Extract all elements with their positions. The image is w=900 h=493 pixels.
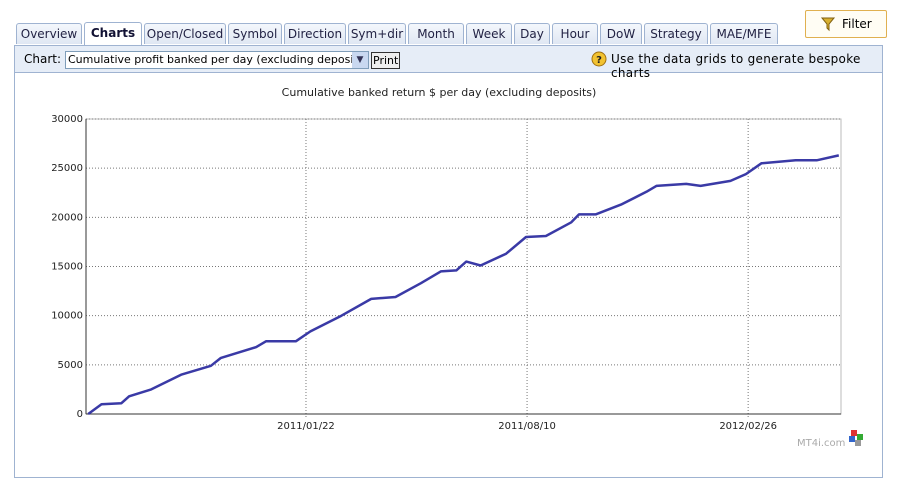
tip-icon: ? bbox=[591, 51, 607, 67]
data-line bbox=[87, 154, 840, 416]
tab[interactable]: Strategy bbox=[644, 23, 708, 44]
tab[interactable]: Overview bbox=[16, 23, 82, 44]
tab[interactable]: Open/Closed bbox=[144, 23, 226, 44]
filter-icon bbox=[820, 17, 836, 32]
filter-label: Filter bbox=[842, 17, 872, 31]
chart-title: Cumulative banked return $ per day (excl… bbox=[282, 86, 597, 99]
filter-button[interactable]: Filter bbox=[805, 10, 887, 38]
tab[interactable]: MAE/MFE bbox=[710, 23, 778, 44]
tab[interactable]: Charts bbox=[84, 22, 142, 45]
tip-text: Use the data grids to generate bespoke c… bbox=[611, 52, 861, 80]
tab[interactable]: Day bbox=[514, 23, 550, 44]
x-tick-label: 2012/02/26 bbox=[719, 421, 777, 432]
y-tick-label: 10000 bbox=[51, 311, 83, 322]
tab[interactable]: DoW bbox=[600, 23, 642, 44]
tab[interactable]: Month bbox=[408, 23, 464, 44]
print-button[interactable]: Print bbox=[371, 52, 401, 69]
chart: Cumulative banked return $ per day (excl… bbox=[51, 86, 863, 449]
y-tick-label: 25000 bbox=[51, 163, 83, 174]
dropdown-arrow: ▼ bbox=[352, 52, 368, 68]
y-tick-label: 30000 bbox=[51, 114, 83, 125]
tab[interactable]: Direction bbox=[284, 23, 346, 44]
svg-text:?: ? bbox=[596, 55, 602, 66]
x-tick-label: 2011/08/10 bbox=[498, 421, 556, 432]
y-tick-label: 15000 bbox=[51, 262, 83, 273]
tab[interactable]: Hour bbox=[552, 23, 598, 44]
x-tick-label: 2011/01/22 bbox=[277, 421, 335, 432]
y-tick-label: 5000 bbox=[58, 360, 83, 371]
watermark-logo bbox=[849, 430, 863, 446]
tab[interactable]: Sym+dir bbox=[348, 23, 406, 44]
tab[interactable]: Symbol bbox=[228, 23, 282, 44]
watermark: MT4i.com bbox=[797, 438, 845, 449]
y-tick-label: 20000 bbox=[51, 212, 83, 223]
chart-select[interactable]: Cumulative profit banked per day (exclud… bbox=[65, 51, 369, 69]
chart-select-text: Cumulative profit banked per day (exclud… bbox=[68, 53, 368, 66]
y-tick-label: 0 bbox=[77, 409, 83, 420]
tab[interactable]: Week bbox=[466, 23, 512, 44]
chart-panel: Cumulative banked return $ per day (excl… bbox=[14, 72, 883, 478]
chart-label: Chart: bbox=[24, 52, 62, 66]
toolbar: Chart: Cumulative profit banked per day … bbox=[14, 45, 883, 80]
